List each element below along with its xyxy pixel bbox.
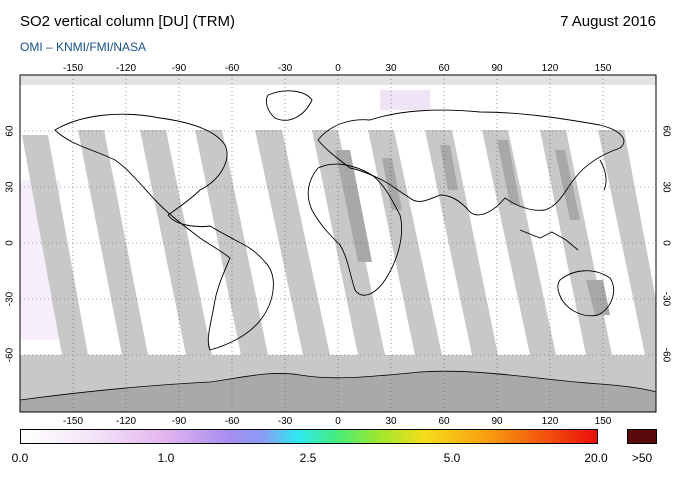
coastlines — [54, 90, 625, 351]
lon-tick-bottom: -90 — [171, 416, 187, 427]
lon-tick-bottom: -60 — [224, 416, 240, 427]
lon-tick-bottom: 0 — [335, 416, 341, 427]
lon-tick-bottom: 60 — [438, 416, 450, 427]
lat-tick-right: -60 — [660, 347, 672, 363]
lat-tick-left: -60 — [4, 347, 16, 363]
lon-tick-bottom: 30 — [385, 416, 397, 427]
lon-tick-top: 90 — [491, 63, 503, 74]
swath-gaps — [22, 130, 656, 355]
lon-tick-top: -150 — [62, 63, 84, 74]
lat-tick-left: 60 — [4, 125, 16, 137]
lon-tick-top: -90 — [171, 63, 187, 74]
lon-tick-bottom: -30 — [277, 416, 293, 427]
lat-tick-right: 60 — [660, 125, 672, 137]
lat-tick-left: 0 — [4, 240, 16, 246]
colorbar-label: 1.0 — [157, 451, 175, 465]
map-frame — [19, 74, 657, 413]
lat-tick-left: -30 — [4, 291, 16, 307]
lon-tick-bottom: 120 — [541, 416, 559, 427]
source-credit: OMI – KNMI/FMI/NASA — [20, 40, 147, 54]
lat-tick-right: -30 — [660, 291, 672, 307]
lon-tick-top: -120 — [115, 63, 137, 74]
graticule — [20, 75, 656, 412]
swath-over-land — [335, 140, 610, 315]
lon-tick-bottom: 90 — [491, 416, 503, 427]
colorbar-overflow-label: >50 — [631, 451, 653, 465]
lon-tick-bottom: -150 — [62, 416, 84, 427]
lat-tick-right: 0 — [660, 240, 672, 246]
colorbar-overflow-swatch — [627, 429, 657, 444]
colorbar-label: 5.0 — [443, 451, 461, 465]
lon-tick-top: 0 — [335, 63, 341, 74]
lon-tick-top: 30 — [385, 63, 397, 74]
colorbar-label: 2.5 — [299, 451, 317, 465]
lat-tick-right: 30 — [660, 181, 672, 193]
lon-tick-top: -60 — [224, 63, 240, 74]
lon-tick-top: 60 — [438, 63, 450, 74]
colorbar-label: 20.0 — [584, 451, 608, 465]
date-label: 7 August 2016 — [560, 13, 656, 30]
lat-tick-left: 30 — [4, 181, 16, 193]
lon-tick-bottom: 150 — [594, 416, 612, 427]
lon-tick-bottom: -120 — [115, 416, 137, 427]
lon-tick-top: -30 — [277, 63, 293, 74]
lon-tick-top: 120 — [541, 63, 559, 74]
chart-title: SO2 vertical column [DU] (TRM) — [20, 13, 236, 30]
colorbar — [20, 429, 598, 444]
colorbar-label: 0.0 — [11, 451, 29, 465]
lon-tick-top: 150 — [594, 63, 612, 74]
